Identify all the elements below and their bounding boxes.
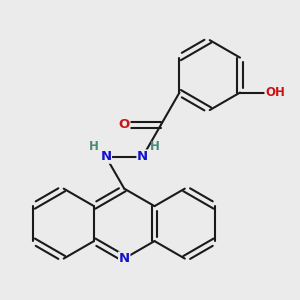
Text: N: N <box>137 150 148 163</box>
Text: O: O <box>118 118 130 131</box>
Text: N: N <box>100 150 111 163</box>
Text: N: N <box>119 252 130 265</box>
Text: H: H <box>89 140 99 153</box>
Text: OH: OH <box>265 86 285 99</box>
Text: H: H <box>149 140 159 153</box>
